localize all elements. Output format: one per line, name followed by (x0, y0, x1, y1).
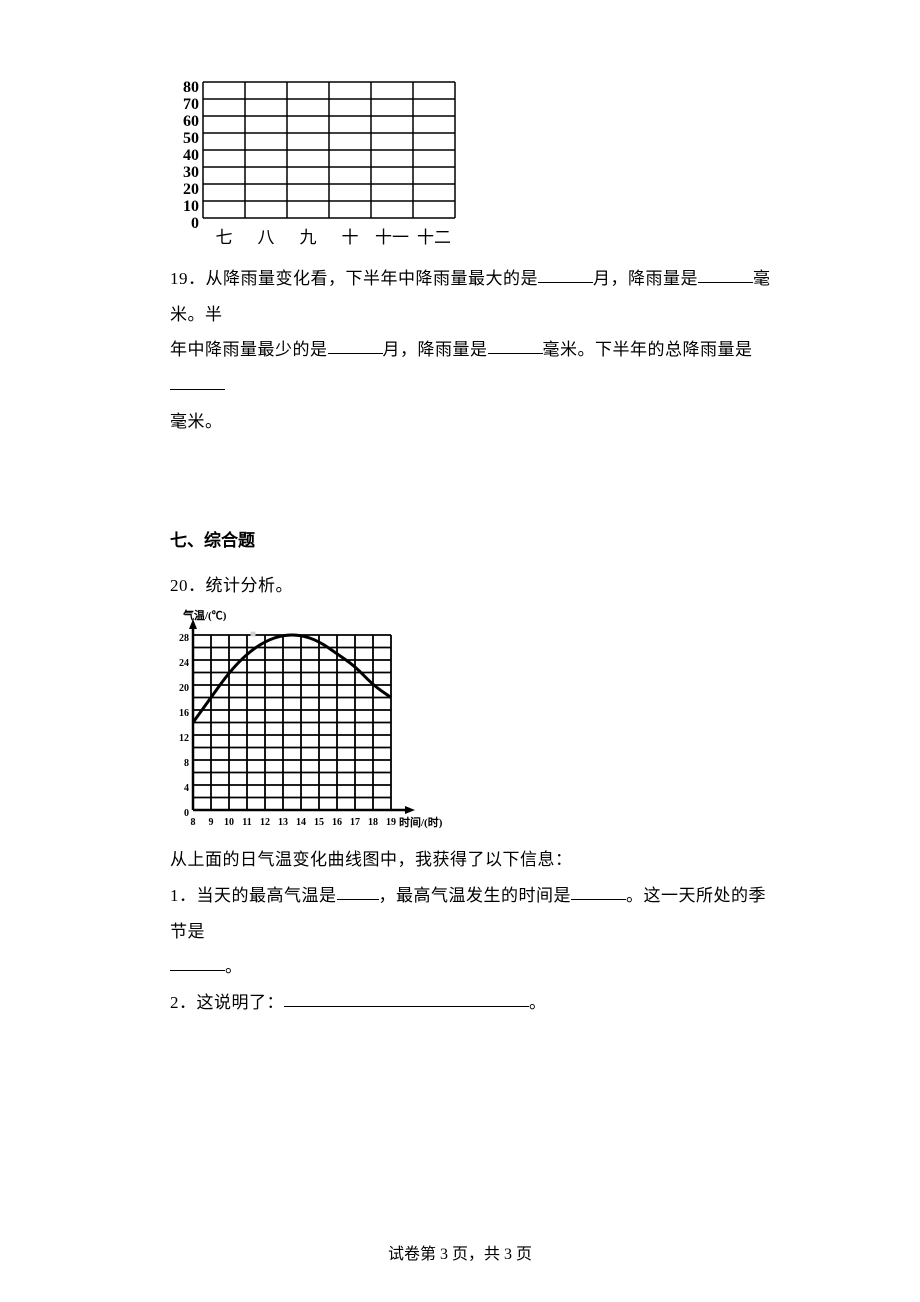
page-footer: 试卷第 3 页，共 3 页 (0, 1240, 920, 1264)
x-tick-label: 十一 (372, 221, 412, 255)
x-tick-label: 9 (204, 813, 218, 833)
blank[interactable] (337, 899, 379, 900)
x-tick-label: 11 (240, 813, 254, 833)
x-tick-label: 十 (330, 221, 370, 255)
content-area: 80706050403020100七八九十十一十二 19．从降雨量变化看，下半年… (170, 80, 780, 1021)
y-tick-label: 24 (171, 654, 189, 674)
q20-sub1: 1．当天的最高气温是，最高气温发生的时间是。这一天所处的季节是。 (170, 878, 780, 985)
q19-t5: 毫米。 (170, 412, 223, 431)
x-tick-label: 八 (246, 221, 286, 255)
section-7-title: 七、综合题 (170, 524, 780, 558)
y-tick-label: 0 (171, 208, 199, 240)
line-chart: 28242016128408910111213141516171819气温/(℃… (170, 612, 468, 832)
q20-sub2-a: 2．这说明了： (170, 993, 284, 1012)
q19-t1: 月，降雨量是 (593, 269, 698, 288)
x-tick-label: 15 (312, 813, 326, 833)
x-axis-title: 时间/(时) (399, 812, 442, 834)
y-tick-label: 28 (171, 629, 189, 649)
x-tick-label: 14 (294, 813, 308, 833)
x-tick-label: 19 (384, 813, 398, 833)
q20-sub2-b: 。 (529, 993, 547, 1012)
blank[interactable] (571, 899, 626, 900)
q19-text: 19．从降雨量变化看，下半年中降雨量最大的是 (170, 269, 538, 288)
x-tick-label: 十二 (414, 221, 454, 255)
blank[interactable] (488, 353, 543, 354)
blank[interactable] (698, 282, 753, 283)
q20-sub1-d: 。 (225, 957, 243, 976)
q19-t3: 月，降雨量是 (383, 340, 488, 359)
x-tick-label: 九 (288, 221, 328, 255)
page: 80706050403020100七八九十十一十二 19．从降雨量变化看，下半年… (0, 0, 920, 1302)
y-tick-label: 20 (171, 679, 189, 699)
blank[interactable] (328, 353, 383, 354)
y-tick-label: 12 (171, 729, 189, 749)
question-20-number: 20．统计分析。 (170, 568, 780, 604)
bar-chart: 80706050403020100七八九十十一十二 (175, 80, 455, 246)
x-tick-label: 18 (366, 813, 380, 833)
q20-sub1-a: 1．当天的最高气温是 (170, 886, 337, 905)
q19-t2-b: 年中降雨量最少的是 (170, 340, 328, 359)
q20-intro: 从上面的日气温变化曲线图中，我获得了以下信息： (170, 842, 780, 878)
y-tick-label: 16 (171, 704, 189, 724)
bar-chart-container: 80706050403020100七八九十十一十二 (170, 80, 780, 246)
q19-t4: 毫米。下半年的总降雨量是 (543, 340, 753, 359)
x-tick-label: 12 (258, 813, 272, 833)
x-tick-label: 8 (186, 813, 200, 833)
y-axis-title: 气温/(℃) (183, 605, 226, 627)
x-tick-label: 10 (222, 813, 236, 833)
blank[interactable] (170, 389, 225, 390)
q20-sub2: 2．这说明了： 。 (170, 985, 780, 1021)
x-tick-label: 17 (348, 813, 362, 833)
blank[interactable] (284, 1006, 529, 1007)
blank[interactable] (538, 282, 593, 283)
q20-sub1-b: ，最高气温发生的时间是 (379, 886, 572, 905)
watermark-icon: ■ (250, 625, 256, 645)
blank[interactable] (170, 970, 225, 971)
y-tick-label: 4 (171, 779, 189, 799)
y-tick-label: 8 (171, 754, 189, 774)
x-tick-label: 13 (276, 813, 290, 833)
x-tick-label: 七 (204, 221, 244, 255)
x-tick-label: 16 (330, 813, 344, 833)
question-19: 19．从降雨量变化看，下半年中降雨量最大的是月，降雨量是毫米。半年中降雨量最少的… (170, 261, 780, 439)
